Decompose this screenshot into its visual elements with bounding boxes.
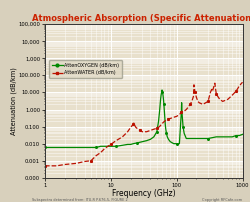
AttenWATER (dB/km) (238, 84, 241, 87)
AttenOXYGEN (dB/km) (241, 133, 244, 136)
AttenOXYGEN (dB/km) (160, 89, 164, 91)
AttenWATER (dB/km) (192, 84, 196, 86)
AttenWATER (dB/km) (44, 165, 46, 167)
AttenOXYGEN (dB/km) (129, 143, 132, 146)
X-axis label: Frequency (GHz): Frequency (GHz) (112, 189, 176, 198)
AttenOXYGEN (dB/km) (172, 142, 175, 145)
Text: Copyright RFCafe.com: Copyright RFCafe.com (202, 198, 242, 202)
Line: AttenOXYGEN (dB/km): AttenOXYGEN (dB/km) (44, 89, 243, 148)
AttenOXYGEN (dB/km) (195, 137, 198, 140)
AttenOXYGEN (dB/km) (180, 102, 183, 104)
AttenOXYGEN (dB/km) (44, 146, 46, 149)
Line: AttenWATER (dB/km): AttenWATER (dB/km) (44, 81, 243, 167)
AttenWATER (dB/km) (169, 117, 172, 120)
AttenWATER (dB/km) (165, 119, 168, 121)
Legend: AttenOXYGEN (dB/km), AttenWATER (dB/km): AttenOXYGEN (dB/km), AttenWATER (dB/km) (50, 60, 122, 78)
AttenWATER (dB/km) (241, 81, 244, 83)
AttenOXYGEN (dB/km) (234, 134, 238, 137)
Title: Atmospheric Absorption (Specific Attenuation): Atmospheric Absorption (Specific Attenua… (32, 15, 250, 23)
AttenOXYGEN (dB/km) (132, 142, 135, 145)
Text: Subspectra determined from: ITU-R P.676-5, FIGURE 2: Subspectra determined from: ITU-R P.676-… (32, 198, 128, 202)
Y-axis label: Attenuation (dB/km): Attenuation (dB/km) (10, 67, 17, 135)
AttenWATER (dB/km) (132, 123, 136, 125)
AttenWATER (dB/km) (137, 128, 140, 130)
